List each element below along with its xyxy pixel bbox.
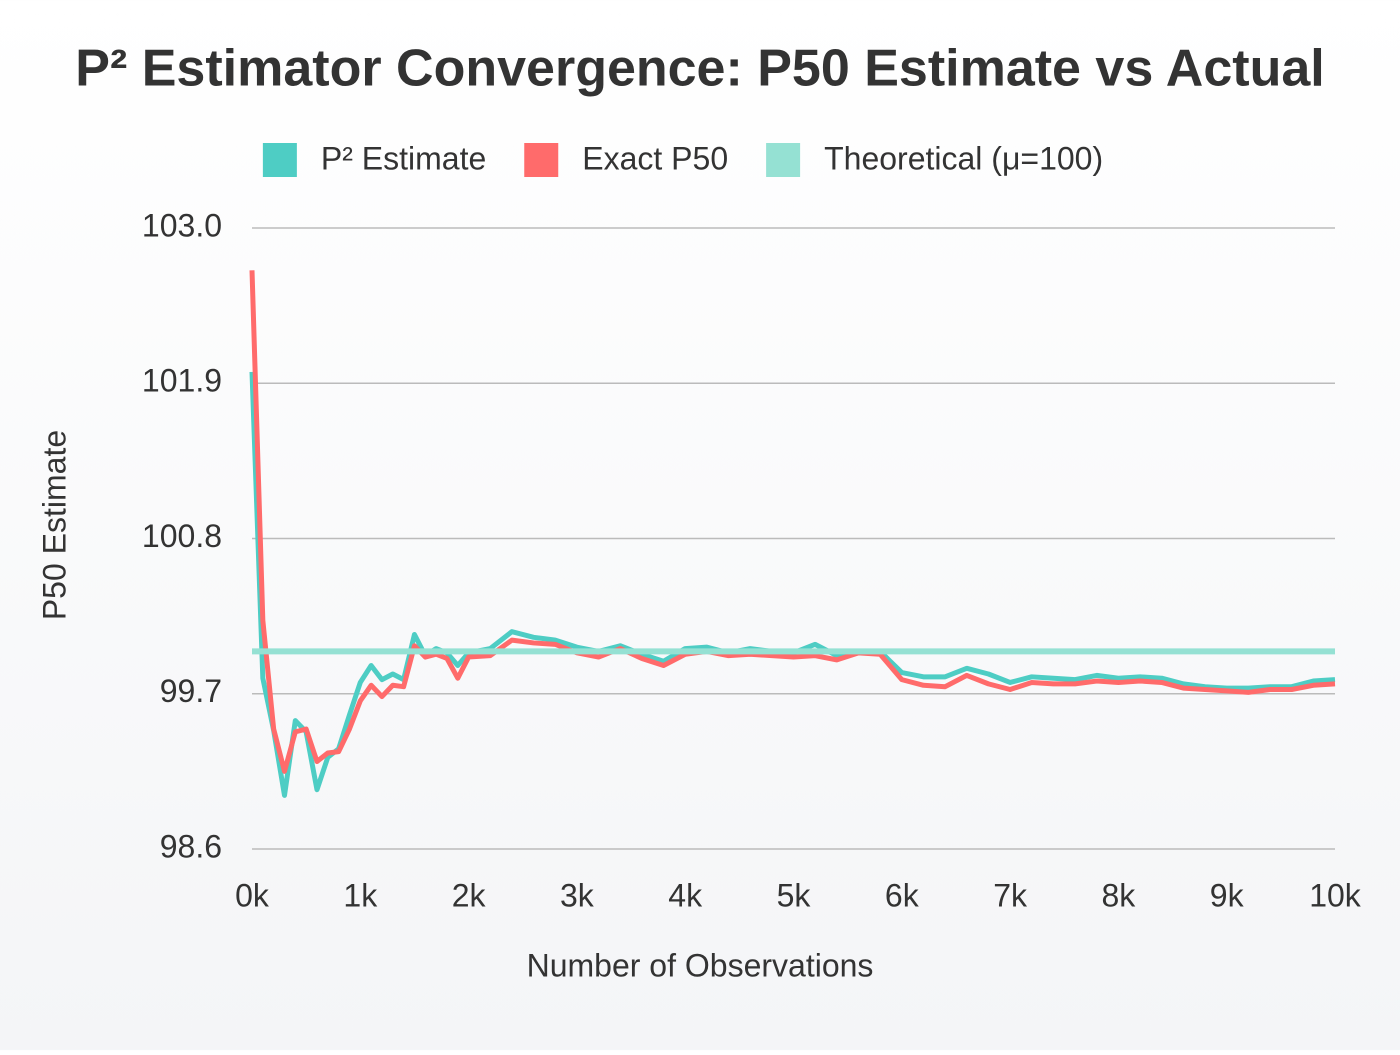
legend-swatch: [524, 143, 559, 177]
x-tick-label: 0k: [235, 877, 270, 913]
x-tick-label: 3k: [560, 877, 595, 913]
x-tick-label: 10k: [1309, 877, 1362, 913]
x-tick-label: 6k: [885, 877, 920, 913]
series-line: [249, 270, 1336, 774]
chart-title: P² Estimator Convergence: P50 Estimate v…: [75, 40, 1324, 98]
y-tick-label: 99.7: [160, 673, 222, 709]
legend-swatch: [262, 143, 297, 177]
x-tick-label: 1k: [343, 877, 378, 913]
x-tick-label: 5k: [777, 877, 812, 913]
x-tick-label: 8k: [1102, 877, 1137, 913]
y-tick-label: 100.8: [142, 518, 222, 554]
x-tick-label: 4k: [668, 877, 703, 913]
y-axis-label: P50 Estimate: [36, 430, 72, 620]
x-tick-label: 2k: [452, 877, 487, 913]
x-tick-label: 7k: [993, 877, 1028, 913]
legend-label: Exact P50: [582, 140, 728, 176]
y-tick-label: 103.0: [142, 207, 222, 243]
legend-label: Theoretical (μ=100): [824, 140, 1103, 176]
legend-swatch: [766, 143, 801, 177]
x-tick-label: 9k: [1210, 877, 1245, 913]
series-line: [249, 371, 1336, 798]
x-axis-label: Number of Observations: [527, 947, 874, 983]
y-tick-label: 98.6: [160, 828, 222, 864]
legend-label: P² Estimate: [321, 140, 486, 176]
y-tick-label: 101.9: [142, 363, 222, 399]
